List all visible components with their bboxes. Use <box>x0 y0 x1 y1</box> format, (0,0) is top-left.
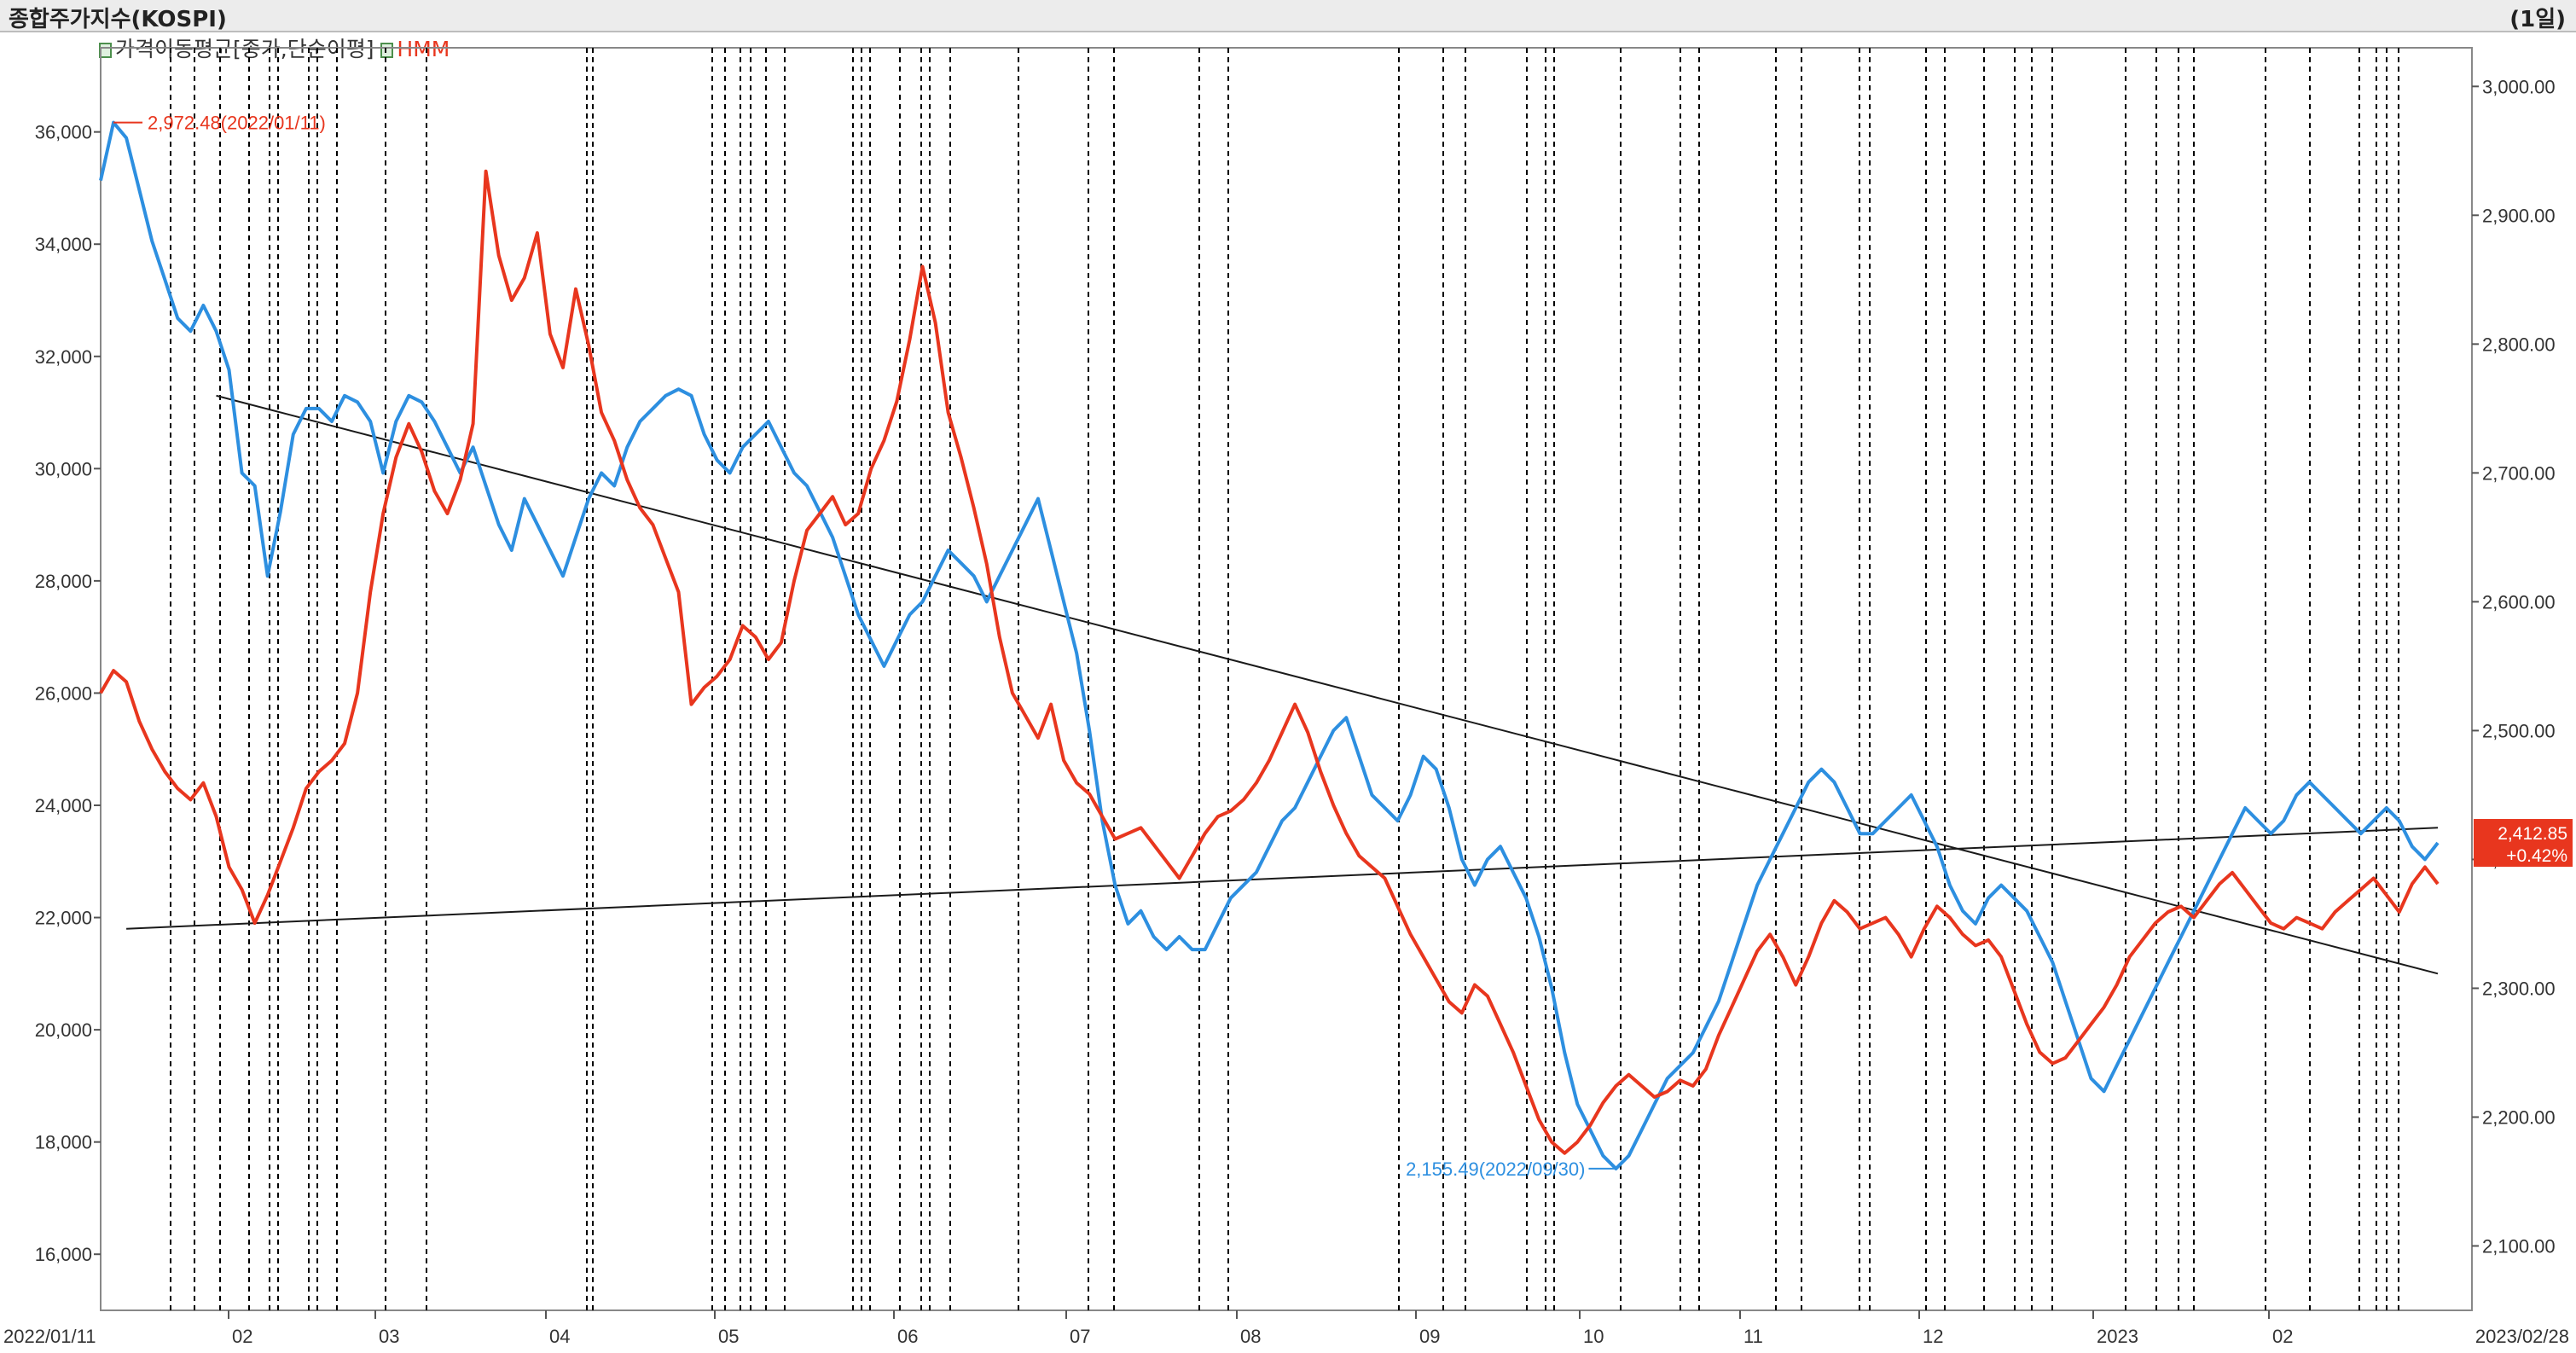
left-axis: 16,000 18,000 20,000 22,000 24,000 26,000 28,0… <box>35 122 101 1265</box>
trendline <box>126 827 2439 930</box>
x-tick-label: 02 <box>232 1326 252 1347</box>
kospi-line <box>99 120 2440 1170</box>
x-tick-label: 10 <box>1583 1326 1604 1347</box>
last-change-text: +0.42% <box>2506 846 2567 866</box>
plot-frame <box>100 47 2473 1311</box>
right-tick-label: 2,300.00 <box>2482 978 2556 999</box>
left-tick-label: 16,000 <box>35 1244 92 1265</box>
legend-hmm-label[interactable]: HMM <box>397 37 450 61</box>
left-tick-label: 26,000 <box>35 682 92 704</box>
annotations: 2,972.48(2022/01/11) 2,155.49(2022/09/30)… <box>113 113 2573 1180</box>
title-bar: 종합주가지수(KOSPI) (1일) <box>0 0 2576 32</box>
trendline <box>216 394 2439 975</box>
right-tick-label: 2,500.00 <box>2482 720 2556 741</box>
x-tick-label: 11 <box>1743 1326 1763 1347</box>
x-tick-label: 08 <box>1240 1326 1261 1347</box>
x-tick-label: 06 <box>897 1326 918 1347</box>
x-tick-label: 2022/01/11 <box>3 1326 96 1347</box>
x-tick-label: 09 <box>1419 1326 1440 1347</box>
series-lines <box>99 120 2440 1170</box>
legend: 가격이동평균[종가,단순이평] HMM <box>99 32 450 63</box>
plot-border <box>100 47 2473 1311</box>
x-tick-label: 2023/02/28 <box>2475 1326 2569 1347</box>
right-tick-label: 2,800.00 <box>2482 334 2556 355</box>
last-value-text: 2,412.85 <box>2498 824 2567 844</box>
left-tick-label: 32,000 <box>35 346 92 368</box>
x-tick-label: 02 <box>2272 1326 2293 1347</box>
x-tick-label: 07 <box>1070 1326 1090 1347</box>
right-tick-label: 2,200.00 <box>2482 1106 2556 1128</box>
x-tick-label: 05 <box>718 1326 739 1347</box>
right-tick-label: 3,000.00 <box>2482 76 2556 97</box>
left-tick-label: 36,000 <box>35 122 92 143</box>
x-tick-label: 2023 <box>2097 1326 2138 1347</box>
left-tick-label: 30,000 <box>35 458 92 479</box>
max-annotation: 2,972.48(2022/01/11) <box>148 113 326 134</box>
trendlines <box>126 394 2439 975</box>
x-tick-label: 03 <box>379 1326 399 1347</box>
x-axis: 2022/01/11 02 03 04 05 06 07 08 09 10 11 12 2023 02 20… <box>3 1310 2569 1347</box>
left-tick-label: 24,000 <box>35 795 92 816</box>
right-tick-label: 2,700.00 <box>2482 462 2556 484</box>
right-tick-label: 2,900.00 <box>2482 205 2556 226</box>
left-tick-label: 18,000 <box>35 1132 92 1153</box>
left-tick-label: 20,000 <box>35 1019 92 1041</box>
left-tick-label: 22,000 <box>35 908 92 929</box>
left-tick-label: 34,000 <box>35 234 92 255</box>
legend-checkbox-icon[interactable] <box>380 43 394 58</box>
right-tick-label: 2,100.00 <box>2482 1235 2556 1257</box>
x-tick-label: 12 <box>1923 1326 1943 1347</box>
vertical-event-lines <box>170 48 2399 1310</box>
hmm-line <box>99 169 2440 1155</box>
left-tick-label: 28,000 <box>35 571 92 592</box>
legend-ma-label[interactable]: 가격이동평균[종가,단순이평] <box>115 37 374 61</box>
last-value-badge <box>2474 819 2573 868</box>
chart-title: 종합주가지수(KOSPI) <box>9 7 227 32</box>
chart-canvas[interactable]: 16,000 18,000 20,000 22,000 24,000 26,000 28,0… <box>0 31 2576 1353</box>
right-tick-label: 2,600.00 <box>2482 591 2556 613</box>
right-axis: 2,100.002,200.002,300.002,400.002,500.00… <box>2472 76 2556 1257</box>
period-label[interactable]: (1일) <box>2509 7 2566 32</box>
min-annotation: 2,155.49(2022/09/30) <box>1406 1158 1585 1180</box>
x-tick-label: 04 <box>549 1326 570 1347</box>
